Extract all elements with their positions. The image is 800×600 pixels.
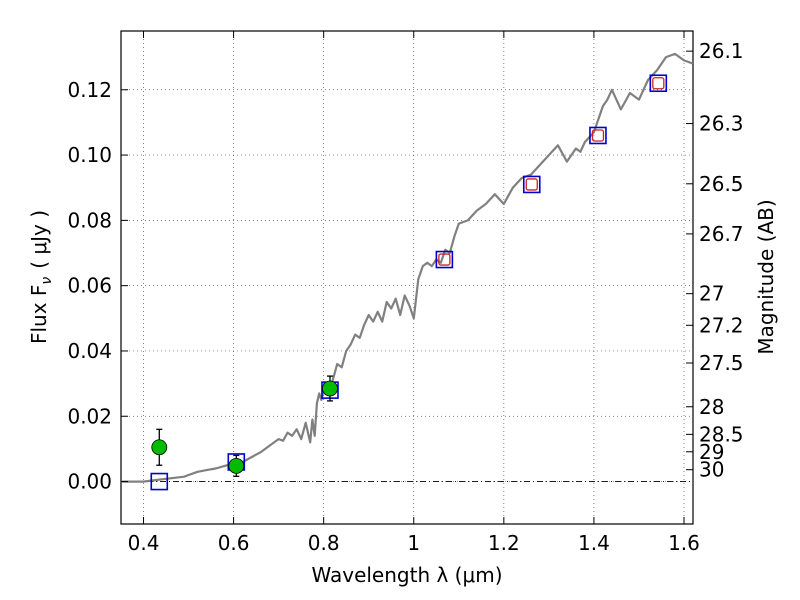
y-axis-right-label: Magnitude (AB) (754, 199, 778, 354)
y-tick-label-0: 0.00 (67, 470, 112, 494)
x-axis-label: Wavelength λ (μm) (311, 563, 502, 587)
mag-tick-label-7: 28 (699, 395, 724, 419)
mag-tick-label-4: 27 (699, 282, 724, 306)
mag-tick-label-5: 27.2 (699, 313, 744, 337)
mag-tick-label-9: 29 (699, 440, 724, 464)
x-tick-label-2: 0.8 (308, 531, 340, 555)
x-tick-label-5: 1.4 (578, 531, 610, 555)
y-label-main: Flux F (27, 285, 51, 344)
model-point-inner-3 (438, 253, 451, 266)
y-tick-label-5: 0.10 (67, 143, 112, 167)
mag-tick-label-1: 26.3 (699, 112, 744, 136)
y-tick-label-6: 0.12 (67, 78, 112, 102)
observed-photometry-layer (151, 375, 338, 477)
x-axis-ticks: 0.4 0.6 0.8 1 1.2 1.4 1.6 (128, 31, 700, 555)
mag-tick-label-0: 26.1 (699, 39, 744, 63)
y-tick-label-2: 0.04 (67, 339, 112, 363)
x-tick-label-1: 0.6 (218, 531, 250, 555)
y-label-unit: ( μJy ) (27, 210, 51, 269)
model-point-3 (435, 250, 454, 269)
model-point-0 (150, 472, 169, 491)
y-axis-ticks: 0.00 0.02 0.04 0.06 0.08 0.10 0.12 (67, 78, 128, 494)
mag-tick-label-2: 26.5 (699, 172, 744, 196)
model-point-6 (649, 74, 668, 93)
plot-frame (120, 30, 694, 525)
mag-tick-label-3: 26.7 (699, 222, 744, 246)
model-point-inner-5 (591, 129, 605, 142)
observed-point-1 (228, 457, 245, 474)
y-tick-label-4: 0.08 (67, 208, 112, 232)
x-tick-label-3: 1 (407, 531, 420, 555)
x-tick-label-6: 1.6 (668, 531, 700, 555)
grid (121, 31, 693, 524)
mag-tick-label-10: 30 (699, 458, 724, 482)
model-point-5 (589, 126, 607, 145)
svg-text:Magnitude (AB): Magnitude (AB) (754, 199, 778, 354)
spectrum-line (121, 52, 694, 483)
x-tick-label-4: 1.2 (488, 531, 520, 555)
model-point-inner-6 (652, 77, 665, 90)
y-tick-label-3: 0.06 (67, 274, 112, 298)
y-label-subscript: ν (39, 277, 55, 285)
mag-tick-label-6: 27.5 (699, 351, 744, 375)
svg-text:Flux Fν( μJy ): Flux Fν ( μJy ) (27, 210, 55, 344)
model-point-inner-4 (525, 178, 538, 191)
spectrum-layer (121, 52, 694, 483)
mag-tick-label-8: 28.5 (699, 422, 744, 446)
y-tick-label-1: 0.02 (67, 404, 112, 428)
y-axis-left-label: Flux Fν ( μJy ) (27, 210, 55, 344)
observed-point-2 (322, 380, 338, 397)
x-tick-label-0: 0.4 (128, 531, 160, 555)
observed-point-0 (151, 439, 168, 456)
model-point-4 (522, 175, 541, 194)
